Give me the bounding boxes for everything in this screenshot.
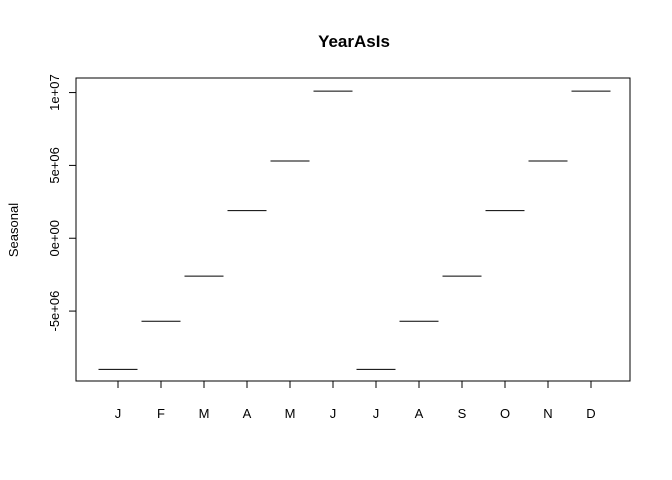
x-tick-label: D [586,406,595,421]
x-tick-label: S [458,406,467,421]
series-segments [98,90,611,370]
x-tick-label: A [243,406,252,421]
y-tick-label: 1e+07 [47,74,62,111]
y-axis: -5e+06 0e+00 5e+06 1e+07 [47,74,76,331]
x-tick-label: N [543,406,552,421]
y-tick-label: 5e+06 [47,147,62,184]
x-tick-label: J [373,406,380,421]
x-tick-label: M [285,406,296,421]
x-tick-label: J [330,406,337,421]
y-axis-label: Seasonal [6,203,21,257]
x-tick-label: O [500,406,510,421]
chart-title: YearAsIs [318,32,390,51]
x-tick-label: M [199,406,210,421]
x-tick-label: A [415,406,424,421]
plot-frame [75,77,631,382]
y-tick-label: 0e+00 [47,220,62,257]
x-tick-label: J [115,406,122,421]
y-tick-label: -5e+06 [47,291,62,332]
x-tick-label: F [157,406,165,421]
